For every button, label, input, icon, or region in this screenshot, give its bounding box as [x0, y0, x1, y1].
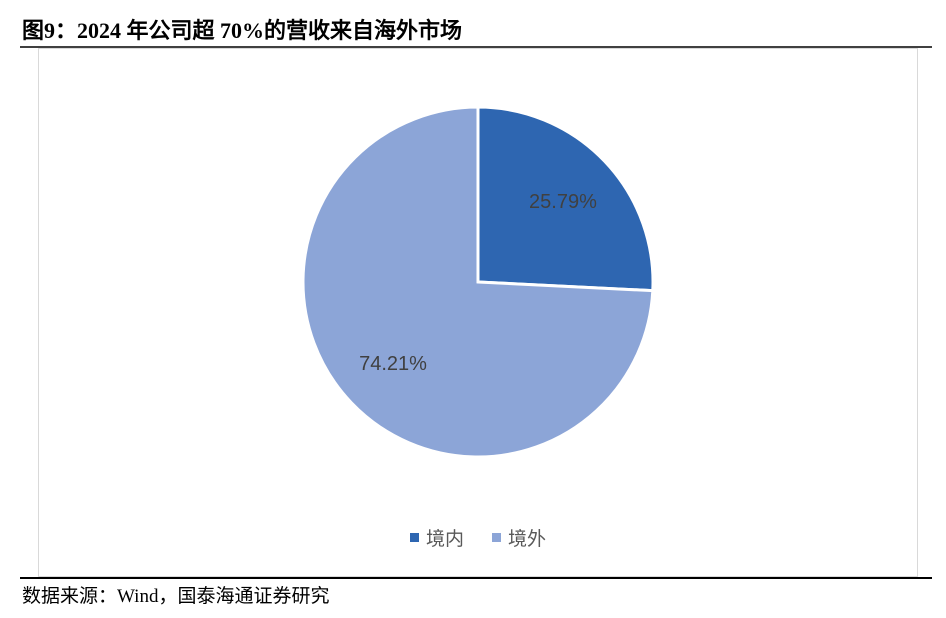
pie-slice [476, 105, 655, 293]
value-label: 25.79% [529, 191, 597, 213]
legend-label: 境外 [508, 528, 546, 550]
pie-slice [301, 105, 655, 459]
value-label: 74.21% [359, 353, 427, 375]
chart-title: 图9：2024 年公司超 70%的营收来自海外市场 [22, 18, 462, 43]
legend-swatch [410, 533, 419, 542]
legend-label: 境内 [426, 528, 464, 550]
plot-frame [38, 48, 918, 577]
legend-swatch [492, 533, 501, 542]
source-note: 数据来源：Wind，国泰海通证券研究 [22, 585, 329, 607]
